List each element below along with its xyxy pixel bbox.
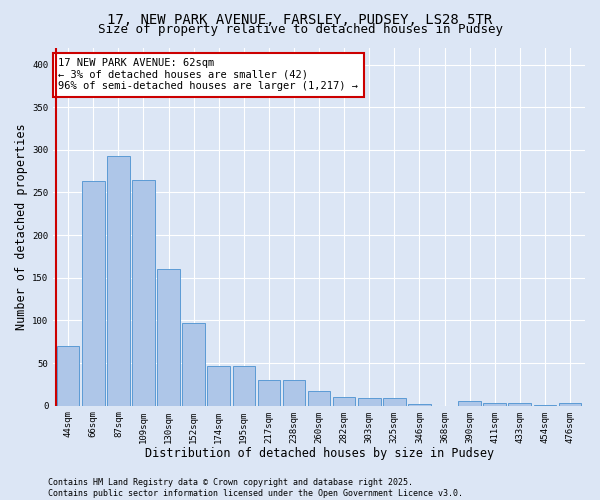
Bar <box>57 346 79 406</box>
Bar <box>132 180 155 406</box>
Bar <box>484 403 506 406</box>
Bar <box>383 398 406 406</box>
Bar <box>107 156 130 406</box>
Bar <box>283 380 305 406</box>
Bar <box>408 404 431 406</box>
Text: 17 NEW PARK AVENUE: 62sqm
← 3% of detached houses are smaller (42)
96% of semi-d: 17 NEW PARK AVENUE: 62sqm ← 3% of detach… <box>58 58 358 92</box>
Bar <box>559 403 581 406</box>
Bar <box>308 391 331 406</box>
Bar <box>182 323 205 406</box>
Bar <box>208 366 230 406</box>
X-axis label: Distribution of detached houses by size in Pudsey: Distribution of detached houses by size … <box>145 447 494 460</box>
Bar <box>82 182 104 406</box>
Bar <box>333 397 355 406</box>
Bar <box>533 405 556 406</box>
Bar <box>508 403 531 406</box>
Bar <box>233 366 255 406</box>
Y-axis label: Number of detached properties: Number of detached properties <box>15 124 28 330</box>
Bar <box>257 380 280 406</box>
Text: Size of property relative to detached houses in Pudsey: Size of property relative to detached ho… <box>97 22 503 36</box>
Bar <box>358 398 380 406</box>
Text: 17, NEW PARK AVENUE, FARSLEY, PUDSEY, LS28 5TR: 17, NEW PARK AVENUE, FARSLEY, PUDSEY, LS… <box>107 12 493 26</box>
Bar <box>157 270 180 406</box>
Text: Contains HM Land Registry data © Crown copyright and database right 2025.
Contai: Contains HM Land Registry data © Crown c… <box>48 478 463 498</box>
Bar <box>458 402 481 406</box>
